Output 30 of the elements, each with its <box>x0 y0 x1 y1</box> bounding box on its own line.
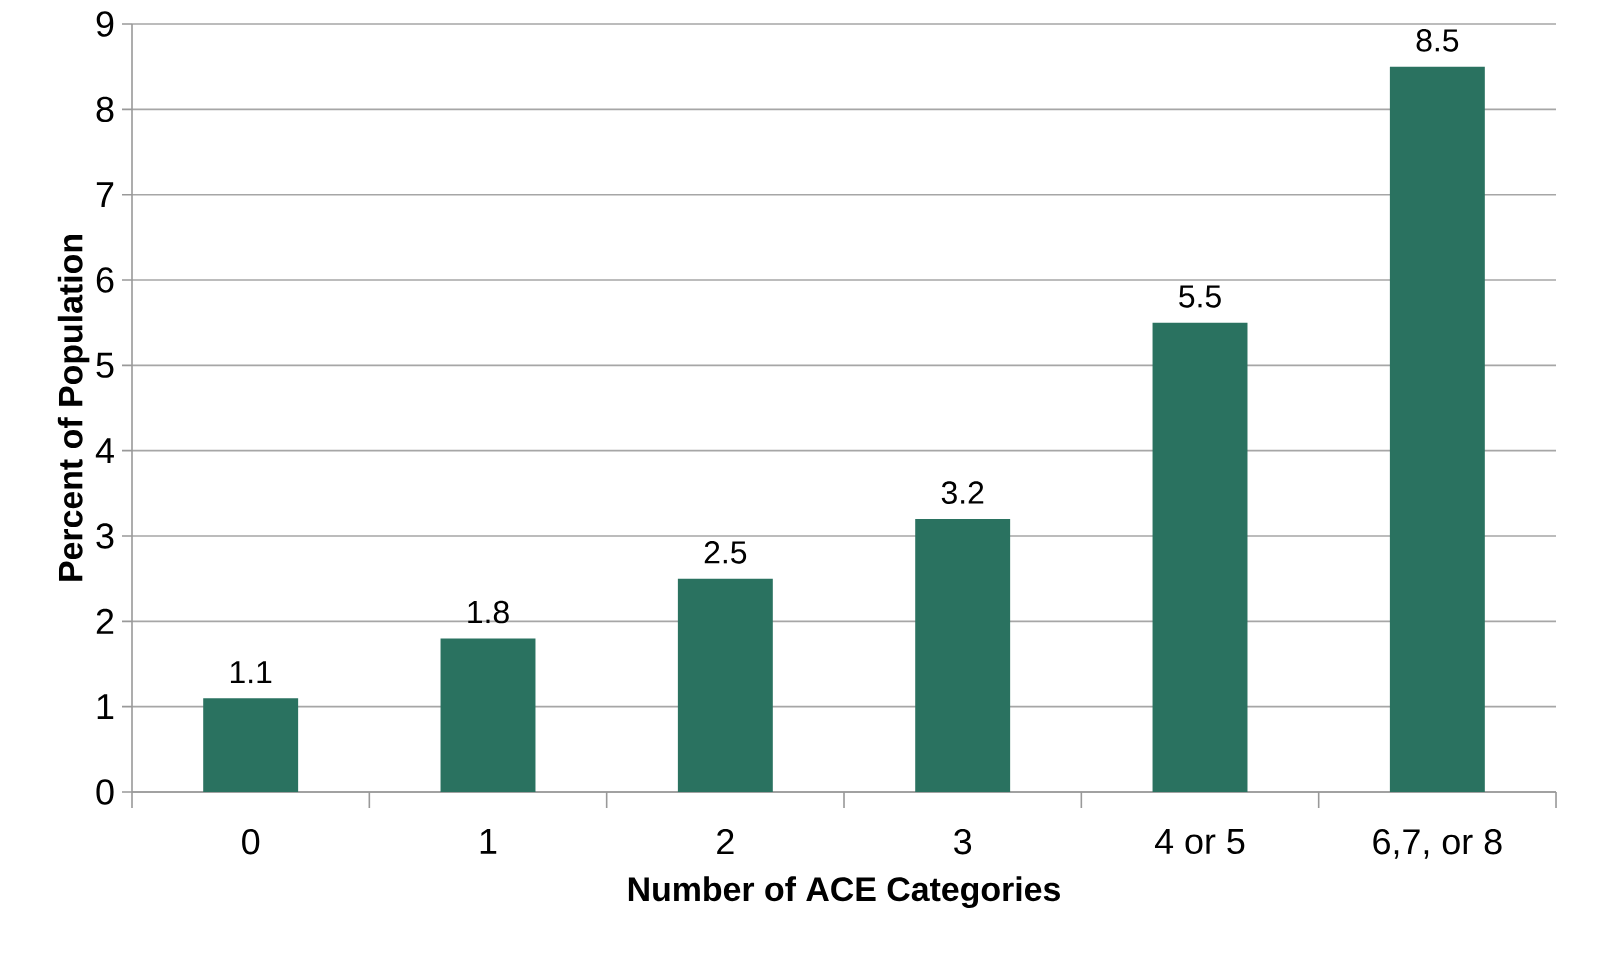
bar <box>1389 66 1485 792</box>
data-label: 3.2 <box>941 481 984 504</box>
x-axis-title: Number of ACE Categories <box>628 876 1060 909</box>
x-tick-label: 1 <box>480 829 497 854</box>
data-label: 1.1 <box>230 661 272 684</box>
y-tick-label: 9 <box>96 11 114 37</box>
y-tick-label: 2 <box>96 608 114 634</box>
data-label: 1.8 <box>468 600 509 624</box>
x-tick-label: 4 or 5 <box>1154 829 1245 855</box>
x-tick-label: 3 <box>954 829 972 855</box>
bar <box>203 698 299 792</box>
y-tick-label: 1 <box>97 694 114 720</box>
y-axis-title: Percent of Population <box>57 235 90 581</box>
y-tick-label: 4 <box>95 438 114 464</box>
data-label: 8.5 <box>1416 29 1459 52</box>
bar <box>1152 322 1248 792</box>
y-tick-label: 7 <box>96 182 114 208</box>
data-label: 2.5 <box>704 541 747 564</box>
x-tick-label: 6,7, or 8 <box>1373 829 1502 859</box>
y-tick-label: 0 <box>96 779 114 805</box>
x-tick-label: 2 <box>717 829 734 855</box>
bar <box>915 518 1011 792</box>
data-label: 5.5 <box>1179 285 1221 308</box>
x-tick-label: 0 <box>242 829 260 855</box>
y-tick-label: 3 <box>96 523 114 549</box>
y-tick-label: 6 <box>96 267 114 293</box>
y-tick-label: 8 <box>96 96 114 123</box>
bar <box>677 578 773 792</box>
y-tick-label: 5 <box>96 352 114 378</box>
bar <box>440 638 536 792</box>
